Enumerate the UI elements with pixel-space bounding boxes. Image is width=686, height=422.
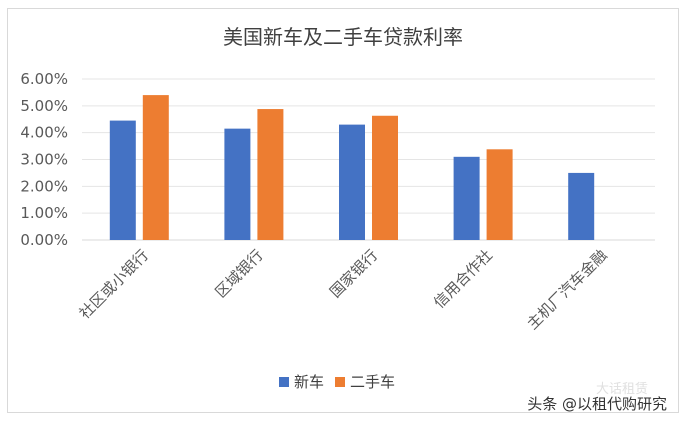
bar-new-car [568,172,595,240]
x-category-label: 主机厂汽车金融 [524,246,611,333]
watermark-text: 头条 @以租代购研究 [527,395,667,413]
x-category-label: 国家银行 [326,246,381,301]
y-tick-label: 6.00% [20,70,68,88]
bars [109,95,595,240]
x-category-label: 信用合作社 [430,246,496,312]
watermark-faded-text: 大话租赁 [596,382,648,397]
y-tick-label: 5.00% [20,97,68,115]
x-category-label: 区域银行 [212,246,267,301]
bar-new-car [453,156,480,240]
y-tick-label: 1.00% [20,204,68,222]
legend-label: 新车 [294,373,324,391]
x-axis-categories: 社区或小银行 区域银行 国家银行 信用合作社 主机厂汽车金融 [76,246,611,333]
y-tick-label: 0.00% [20,231,68,249]
y-tick-label: 3.00% [20,151,68,169]
watermark: 大话租赁 头条 @以租代购研究 [527,382,667,413]
chart-title: 美国新车及二手车贷款利率 [223,25,463,49]
legend-swatch [335,377,345,387]
y-tick-label: 4.00% [20,124,68,142]
legend: 新车 二手车 [279,373,395,391]
legend-label: 二手车 [350,373,395,391]
bar-used-car [372,115,398,240]
bar-used-car [142,95,169,240]
y-tick-label: 2.00% [20,177,68,195]
legend-swatch [279,377,289,387]
bar-new-car [109,120,136,240]
bar-used-car [486,149,513,240]
y-axis-ticks: 0.00% 1.00% 2.00% 3.00% 4.00% 5.00% 6.00% [20,70,68,249]
x-category-label: 社区或小银行 [76,246,152,322]
bar-new-car [339,124,365,240]
grid-lines [82,78,655,241]
bar-new-car [224,128,251,240]
bar-used-car [257,109,284,240]
